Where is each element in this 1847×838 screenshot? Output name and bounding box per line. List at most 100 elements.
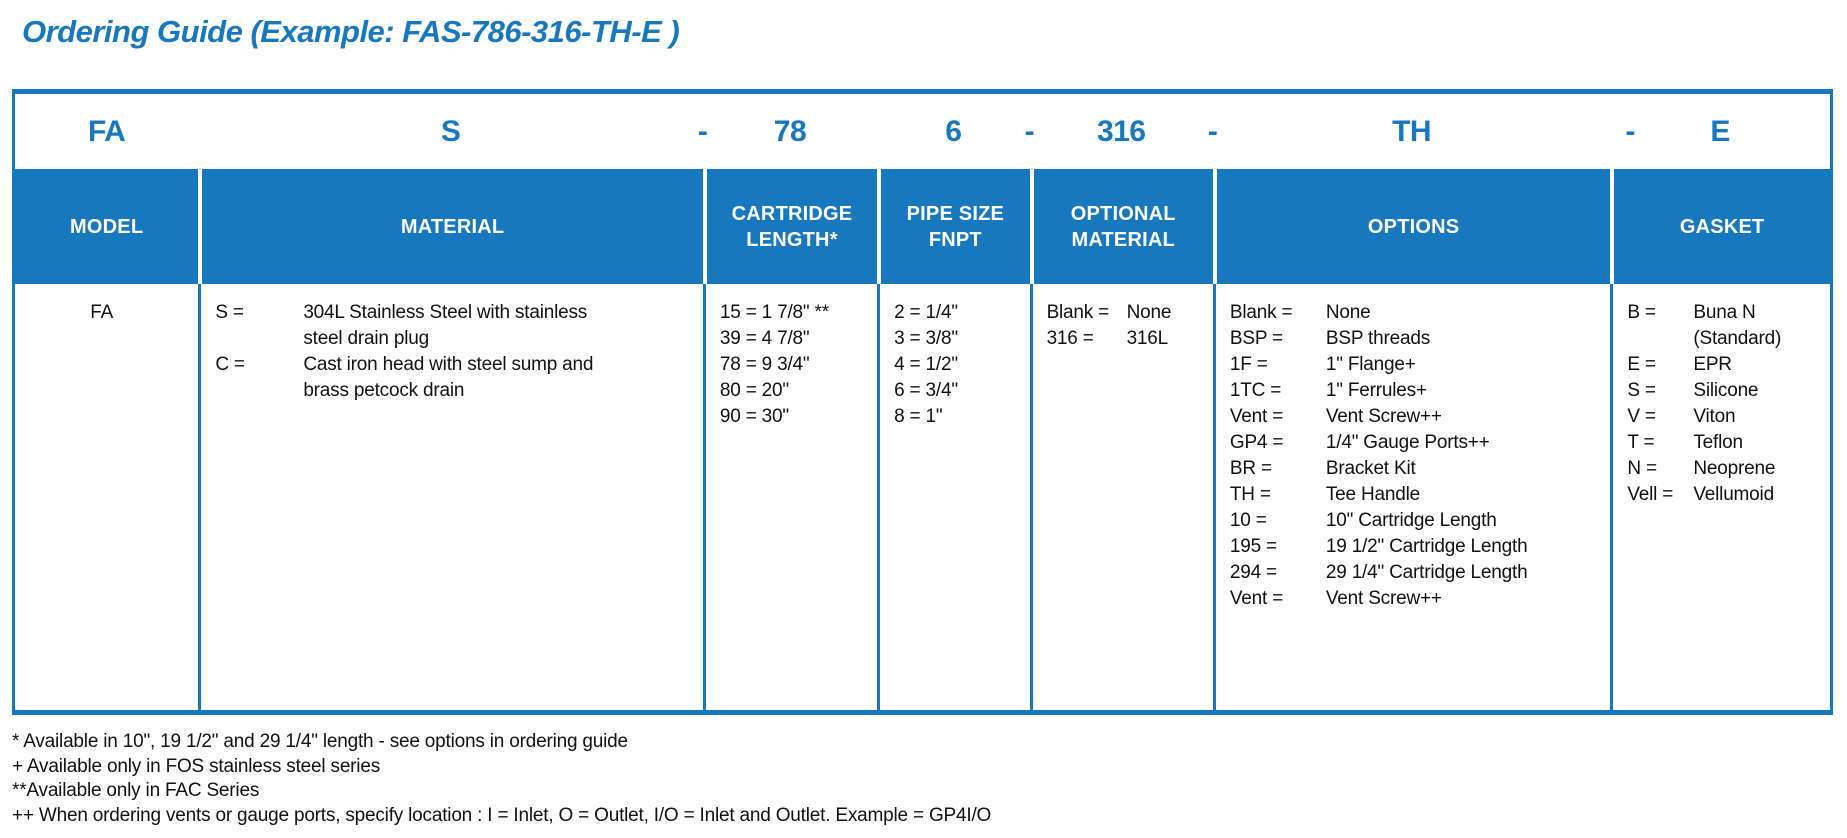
code-line: 80 = 20"	[719, 380, 789, 401]
column-header-optional-material: OPTIONAL MATERIAL	[1029, 169, 1213, 284]
code-separator: -	[697, 114, 708, 148]
code-key: 1TC =	[1229, 380, 1282, 401]
code-description: Vellumoid	[1693, 484, 1774, 505]
code-key: Vent =	[1229, 588, 1284, 609]
code-line: Blank = None	[1230, 300, 1600, 326]
code-line: 78 = 9 3/4"	[719, 354, 810, 375]
code-line: BSP = BSP threads	[1230, 326, 1600, 352]
column-header-material: MATERIAL	[198, 169, 703, 284]
code-key: S =	[215, 302, 244, 323]
code-line: N = Neoprene	[1627, 456, 1820, 482]
footnote-line: + Available only in FOS stainless steel …	[12, 755, 380, 777]
code-description: Tee Handle	[1325, 484, 1420, 505]
code-description: 1" Flange+	[1325, 354, 1416, 375]
code-line: S = 304L Stainless Steel with stainless …	[215, 300, 693, 352]
code-line: BR = Bracket Kit	[1230, 456, 1600, 482]
table-body-row: FA S = 304L Stainless Steel with stainle…	[15, 284, 1830, 710]
footnote-line: ++ When ordering vents or gauge ports, s…	[12, 804, 992, 826]
column-header-options: OPTIONS	[1212, 169, 1610, 284]
code-key: Blank =	[1046, 302, 1110, 323]
body-cell-gasket: B = Buna N (Standard) E = EPR S = Silico…	[1610, 284, 1830, 710]
code-line: 294 = 29 1/4" Cartridge Length	[1230, 560, 1600, 586]
code-key: C =	[215, 354, 245, 375]
code-line: 316 = 316L	[1047, 326, 1203, 352]
ordering-guide-table: FA S 78 6 316 TH E - - - - MODEL MATERIA…	[12, 89, 1833, 715]
code-line: T = Teflon	[1627, 430, 1820, 456]
page: Ordering Guide (Example: FAS-786-316-TH-…	[0, 14, 1847, 838]
code-line: 10 = 10" Cartridge Length	[1230, 508, 1600, 534]
code-line: B = Buna N (Standard)	[1627, 300, 1820, 352]
body-cell-options: Blank = None BSP = BSP threads 1F = 1" F…	[1212, 284, 1610, 710]
body-cell-optional-material: Blank = None 316 = 316L	[1029, 284, 1213, 710]
code-line: Vent = Vent Screw++	[1230, 586, 1600, 612]
code-separator: -	[1024, 114, 1035, 148]
code-key: BSP =	[1229, 328, 1283, 349]
code-line: Vell = Vellumoid	[1627, 482, 1820, 508]
code-key: 195 =	[1229, 536, 1277, 557]
code-line: 15 = 1 7/8" **	[719, 302, 829, 323]
code-line: 1TC = 1" Ferrules+	[1230, 378, 1600, 404]
page-title: Ordering Guide (Example: FAS-786-316-TH-…	[22, 14, 680, 49]
code-key: E =	[1627, 354, 1656, 375]
example-code-row: FA S 78 6 316 TH E - - - -	[15, 94, 1830, 169]
code-separator: -	[1207, 114, 1218, 148]
code-description: Vent Screw++	[1325, 406, 1442, 427]
code-description: Vent Screw++	[1325, 588, 1442, 609]
code-line: 1F = 1" Flange+	[1230, 352, 1600, 378]
code-key: 10 =	[1229, 510, 1267, 531]
code-description: Bracket Kit	[1325, 458, 1416, 479]
code-line: E = EPR	[1627, 352, 1820, 378]
example-code-gasket: E	[1710, 114, 1730, 148]
code-key: V =	[1627, 406, 1656, 427]
code-key: TH =	[1229, 484, 1271, 505]
code-line: 195 = 19 1/2" Cartridge Length	[1230, 534, 1600, 560]
code-description: None	[1126, 302, 1172, 323]
body-cell-pipe-size: 2 = 1/4" 3 = 3/8" 4 = 1/2" 6 = 3/4" 8 = …	[877, 284, 1029, 710]
code-line: 8 = 1"	[894, 406, 943, 427]
column-header-model: MODEL	[70, 215, 144, 238]
code-description: EPR	[1693, 354, 1732, 375]
code-key: BR =	[1229, 458, 1272, 479]
code-line: TH = Tee Handle	[1230, 482, 1600, 508]
body-cell-cartridge-length: 15 = 1 7/8" ** 39 = 4 7/8" 78 = 9 3/4" 8…	[702, 284, 877, 710]
code-line: Vent = Vent Screw++	[1230, 404, 1600, 430]
code-description: 1" Ferrules+	[1325, 380, 1427, 401]
code-description: Neoprene	[1693, 458, 1776, 479]
code-separator: -	[1625, 114, 1636, 148]
column-header-gasket: GASKET	[1610, 169, 1830, 284]
code-description: 316L	[1126, 328, 1169, 349]
code-description: Buna N (Standard)	[1693, 302, 1782, 349]
example-code-material: S	[440, 114, 461, 148]
example-code-model: FA	[87, 114, 126, 148]
code-key: N =	[1627, 458, 1657, 479]
footnote-line: **Available only in FAC Series	[12, 780, 260, 801]
code-description: Viton	[1693, 406, 1736, 427]
code-key: 316 =	[1046, 328, 1094, 349]
code-key: Vell =	[1627, 484, 1674, 505]
code-key: B =	[1627, 302, 1656, 323]
code-line: V = Viton	[1627, 404, 1820, 430]
code-description: 29 1/4" Cartridge Length	[1325, 562, 1528, 583]
code-description: Silicone	[1693, 380, 1759, 401]
code-key: GP4 =	[1229, 432, 1284, 453]
code-description: 1/4" Gauge Ports++	[1325, 432, 1490, 453]
code-key: 1F =	[1229, 354, 1268, 375]
code-description: Cast iron head with steel sump and brass…	[303, 354, 594, 401]
code-key: S =	[1627, 380, 1656, 401]
code-line: Blank = None	[1047, 300, 1203, 326]
example-code-grid: FA S 78 6 316 TH E	[15, 94, 1830, 169]
code-description: BSP threads	[1325, 328, 1431, 349]
code-description: 19 1/2" Cartridge Length	[1325, 536, 1528, 557]
body-cell-model: FA	[90, 302, 114, 323]
code-line: GP4 = 1/4" Gauge Ports++	[1230, 430, 1600, 456]
example-code-options: TH	[1392, 114, 1432, 148]
footnotes: * Available in 10", 19 1/2" and 29 1/4" …	[12, 730, 991, 828]
footnote-line: * Available in 10", 19 1/2" and 29 1/4" …	[12, 731, 628, 752]
example-code-pipe-size: 6	[945, 114, 962, 148]
code-line: 90 = 30"	[719, 406, 789, 427]
code-key: Vent =	[1229, 406, 1284, 427]
column-header-cartridge-length: CARTRIDGE LENGTH*	[702, 169, 877, 284]
body-cell-material: S = 304L Stainless Steel with stainless …	[198, 284, 703, 710]
column-header-pipe-size: PIPE SIZE FNPT	[877, 169, 1029, 284]
code-line: 6 = 3/4"	[894, 380, 958, 401]
